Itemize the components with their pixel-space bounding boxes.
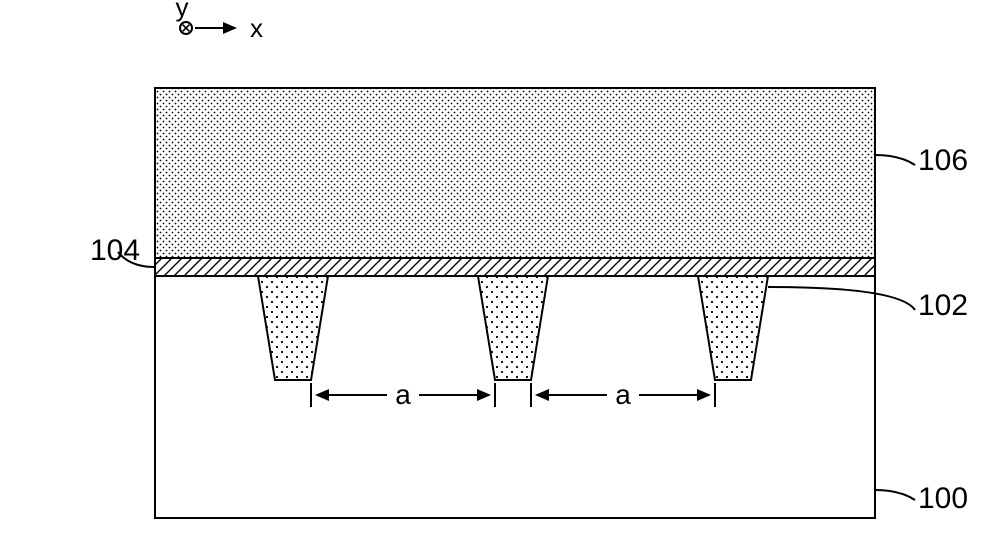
dim-label-2: a: [615, 379, 631, 410]
diagram-svg: y x a a 106 104 102 100: [0, 0, 1000, 544]
dim-label-1: a: [395, 379, 411, 410]
layer-top: [155, 88, 875, 258]
layer-thin: [155, 258, 875, 276]
callout-label-104: 104: [90, 234, 140, 267]
axis-x-label: x: [250, 13, 263, 43]
callout-label-102: 102: [918, 289, 968, 322]
callout-leader-106: [875, 155, 915, 165]
callout-leader-100: [875, 490, 915, 500]
diagram-canvas: y x a a 106 104 102 100: [0, 0, 1000, 544]
callout-label-100: 100: [918, 482, 968, 515]
callout-label-106: 106: [918, 144, 968, 177]
axis-y-label: y: [176, 0, 189, 22]
